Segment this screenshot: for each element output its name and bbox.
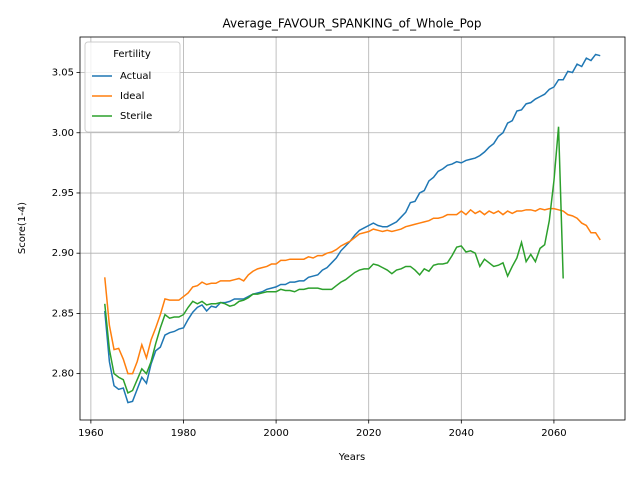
x-tick-label: 2000 — [263, 428, 288, 439]
data-line — [104, 207, 601, 375]
x-tick-label: 2060 — [541, 428, 566, 439]
x-tick-label: 1980 — [171, 428, 196, 439]
data-line — [104, 126, 564, 394]
legend-title: Fertility — [113, 49, 151, 60]
legend: Fertility Actual Ideal Sterile — [84, 41, 181, 133]
x-tick-label: 2020 — [356, 428, 381, 439]
legend-label: Sterile — [120, 111, 152, 122]
y-tick-label: 2.80 — [52, 369, 74, 380]
y-tick-label: 2.95 — [52, 188, 74, 199]
data-line — [104, 53, 601, 404]
x-axis-label: Years — [338, 452, 365, 463]
legend-box — [84, 41, 181, 133]
y-tick-label: 2.90 — [52, 248, 74, 259]
legend-label: Ideal — [120, 91, 144, 102]
x-tick-label: 2040 — [449, 428, 474, 439]
legend-label: Actual — [120, 71, 151, 82]
chart-title: Average_FAVOUR_SPANKING_of_Whole_Pop — [223, 17, 482, 31]
y-axis-label: Score(1-4) — [17, 202, 28, 254]
y-tick-label: 3.05 — [52, 68, 74, 79]
y-tick-label: 3.00 — [52, 128, 74, 139]
plot-frame — [79, 36, 626, 421]
y-tick-label: 2.85 — [52, 308, 74, 319]
x-tick-label: 1960 — [78, 428, 103, 439]
